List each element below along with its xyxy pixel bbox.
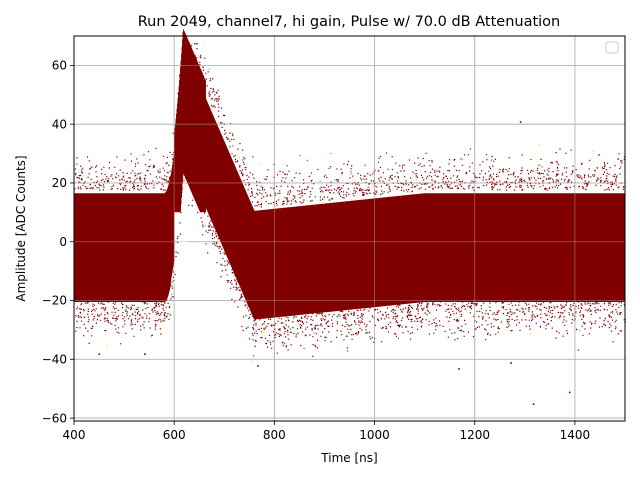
- accent-point: [530, 318, 532, 320]
- accent-point: [252, 355, 255, 357]
- y-tick-label: −60: [42, 411, 67, 425]
- accent-point: [136, 173, 139, 176]
- accent-point: [229, 122, 232, 124]
- accent-point: [462, 158, 464, 161]
- x-tick-label: 1200: [459, 428, 490, 442]
- accent-point: [575, 312, 577, 314]
- accent-point: [350, 173, 352, 175]
- accent-point: [431, 179, 433, 181]
- accent-point: [371, 184, 373, 186]
- legend-box: [605, 41, 619, 54]
- accent-point: [214, 245, 217, 247]
- accent-point: [319, 180, 321, 182]
- accent-point: [306, 159, 309, 162]
- outlier-point: [458, 368, 460, 370]
- accent-point: [365, 332, 367, 334]
- x-axis-label: Time [ns]: [320, 451, 377, 465]
- sample-band: [73, 29, 626, 320]
- accent-point: [258, 164, 260, 166]
- y-axis-ticks: −60 −40 −20 0 20 40 60: [42, 59, 74, 425]
- peak-points: [172, 76, 199, 181]
- y-axis-label: Amplitude [ADC Counts]: [14, 155, 28, 301]
- accent-point: [541, 166, 543, 168]
- accent-point: [184, 185, 186, 187]
- accent-point: [597, 154, 599, 156]
- fringe-points: [74, 42, 626, 357]
- accent-point: [204, 225, 206, 227]
- outlier-point: [532, 403, 535, 405]
- x-tick-label: 400: [63, 428, 86, 442]
- accent-point: [238, 157, 240, 159]
- accent-point: [232, 145, 234, 147]
- accent-point: [195, 25, 197, 27]
- outlier-point: [257, 365, 259, 367]
- accent-point: [141, 155, 144, 157]
- accent-point: [346, 350, 349, 352]
- accent-point: [529, 333, 531, 335]
- accent-point: [539, 164, 541, 166]
- y-tick-label: 20: [52, 176, 67, 190]
- data-points: [73, 25, 626, 405]
- outlier-point: [144, 353, 146, 355]
- y-tick-label: 40: [52, 117, 67, 131]
- outlier-point: [510, 362, 512, 364]
- x-tick-label: 600: [163, 428, 186, 442]
- x-tick-label: 800: [263, 428, 286, 442]
- accent-point: [313, 332, 315, 334]
- accent-point: [299, 154, 301, 157]
- accent-point: [334, 179, 336, 181]
- accent-point: [579, 329, 581, 331]
- outlier-point: [568, 391, 571, 394]
- accent-point: [488, 170, 490, 172]
- outlier-point: [98, 353, 101, 355]
- accent-point: [170, 293, 173, 295]
- y-tick-label: −40: [42, 352, 67, 366]
- accent-point: [487, 312, 489, 315]
- accent-point: [490, 159, 493, 161]
- accent-point: [260, 185, 262, 187]
- accent-point: [106, 345, 108, 347]
- plot-frame: [73, 35, 626, 422]
- accent-point: [260, 331, 263, 333]
- x-tick-label: 1400: [560, 428, 591, 442]
- accent-point: [350, 171, 352, 173]
- accent-point: [251, 361, 253, 363]
- accent-point: [548, 315, 551, 317]
- y-tick-label: −20: [42, 294, 67, 308]
- accent-point: [573, 319, 575, 322]
- accent-point: [538, 144, 540, 146]
- accent-point: [367, 332, 369, 334]
- accent-point: [226, 274, 228, 276]
- accent-point: [461, 330, 463, 333]
- x-axis-ticks: 400 600 800 1000 1200 1400: [63, 421, 591, 442]
- accent-point: [159, 329, 162, 331]
- accent-point: [546, 173, 548, 175]
- accent-point: [330, 152, 332, 155]
- accent-point: [403, 170, 405, 172]
- accent-point: [156, 177, 159, 179]
- accent-point: [303, 347, 305, 350]
- pulse-notch: [170, 215, 195, 283]
- accent-point: [262, 331, 264, 334]
- chart-title: Run 2049, channel7, hi gain, Pulse w/ 70…: [138, 14, 561, 30]
- y-tick-label: 60: [52, 59, 67, 73]
- accent-point: [528, 319, 530, 321]
- accent-point: [620, 166, 622, 168]
- accent-point: [208, 68, 210, 70]
- accent-point: [592, 150, 594, 152]
- outlier-point: [519, 121, 522, 123]
- y-tick-label: 0: [59, 235, 67, 249]
- accent-point: [159, 168, 161, 170]
- accent-point: [289, 328, 291, 330]
- accent-point: [369, 336, 371, 338]
- accent-point: [203, 77, 205, 80]
- x-tick-label: 1000: [359, 428, 390, 442]
- accent-point: [456, 179, 458, 181]
